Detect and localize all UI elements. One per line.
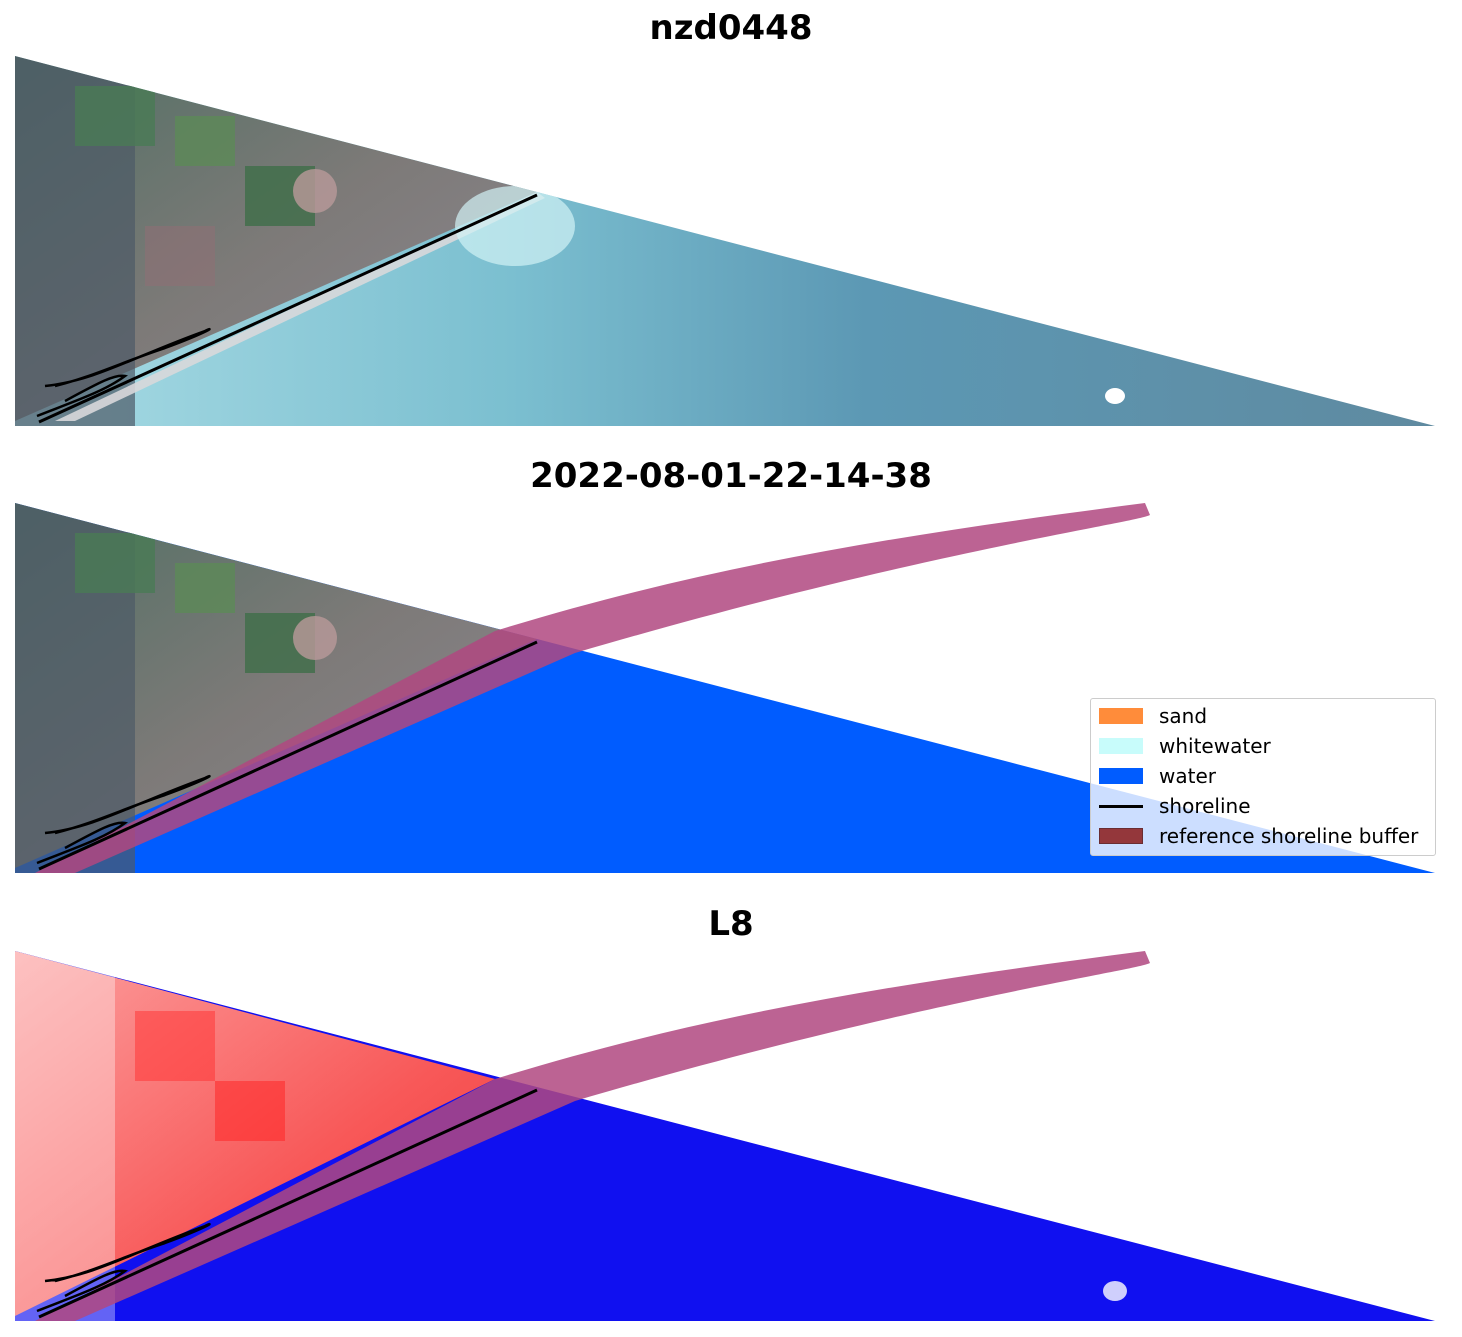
legend-label: sand bbox=[1159, 704, 1208, 728]
legend-label: water bbox=[1159, 764, 1216, 788]
legend-item-water: water bbox=[1099, 764, 1216, 788]
legend-item-sand: sand bbox=[1099, 704, 1208, 728]
panel-title-classification: 2022-08-01-22-14-38 bbox=[530, 456, 932, 496]
panel-index-image bbox=[15, 951, 1435, 1321]
legend-swatch-water bbox=[1099, 768, 1143, 784]
legend-swatch-whitewater bbox=[1099, 738, 1143, 754]
legend-item-whitewater: whitewater bbox=[1099, 734, 1271, 758]
legend-swatch-shoreline bbox=[1099, 798, 1143, 814]
panel-title-rgb: nzd0448 bbox=[649, 8, 813, 48]
legend-label: shoreline bbox=[1159, 794, 1251, 818]
legend-swatch-buffer bbox=[1099, 828, 1143, 844]
legend-swatch-sand bbox=[1099, 708, 1143, 724]
legend-label: whitewater bbox=[1159, 734, 1271, 758]
legend-item-buffer: reference shoreline buffer bbox=[1099, 824, 1419, 848]
panel-title-index: L8 bbox=[708, 904, 754, 944]
legend-label: reference shoreline buffer bbox=[1159, 824, 1419, 848]
legend-item-shoreline: shoreline bbox=[1099, 794, 1251, 818]
panel-rgb-image bbox=[15, 56, 1435, 426]
legend: sand whitewater water shoreline referenc… bbox=[1090, 698, 1436, 856]
